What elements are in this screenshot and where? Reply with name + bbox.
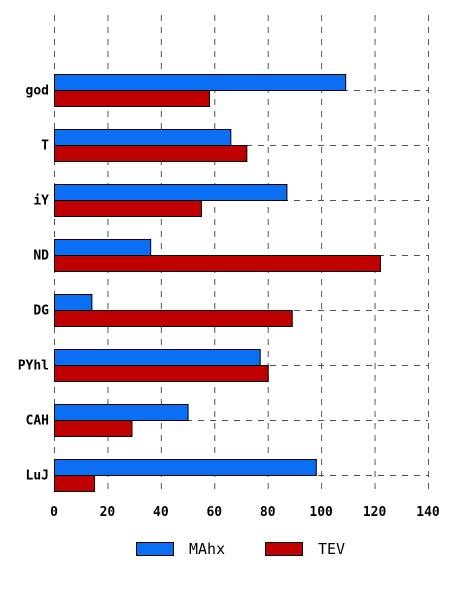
legend-label-MAhx: MAhx xyxy=(189,540,225,558)
bar-TEV-iY xyxy=(54,200,202,217)
y-tick-label: T xyxy=(41,139,49,154)
y-tick-label: CAH xyxy=(26,414,49,429)
bar-MAhx-CAH xyxy=(54,404,189,421)
x-tick-label: 100 xyxy=(309,505,333,520)
bar-TEV-ND xyxy=(54,255,381,272)
y-tick-label: ND xyxy=(33,249,49,264)
bar-MAhx-PYhl xyxy=(54,349,261,366)
bar-MAhx-LuJ xyxy=(54,459,317,476)
bar-TEV-PYhl xyxy=(54,365,269,382)
y-tick-label: DG xyxy=(33,304,49,319)
bar-TEV-god xyxy=(54,90,210,107)
x-tick-label: 60 xyxy=(206,505,222,520)
x-tick-label: 40 xyxy=(153,505,169,520)
x-tick-label: 140 xyxy=(416,505,440,520)
y-tick-label: god xyxy=(26,84,49,99)
x-tick-label: 80 xyxy=(260,505,276,520)
bar-MAhx-DG xyxy=(54,294,93,311)
bar-TEV-CAH xyxy=(54,420,133,437)
x-tick-label: 0 xyxy=(50,505,58,520)
bar-TEV-DG xyxy=(54,310,293,327)
legend-label-TEV: TEV xyxy=(318,540,345,558)
axes: god TiY ND DG PYhl CAH LuJ 0 20 40 60 80 100 120 140 xyxy=(18,84,440,521)
y-tick-label: iY xyxy=(33,194,49,209)
bars xyxy=(54,74,381,492)
bar-TEV-LuJ xyxy=(54,475,96,492)
x-tick-label: 20 xyxy=(100,505,116,520)
legend-swatch-MAhx xyxy=(136,542,174,556)
y-tick-label: PYhl xyxy=(18,359,49,374)
bar-MAhx-T xyxy=(54,129,232,146)
bar-MAhx-ND xyxy=(54,239,152,256)
bar-MAhx-iY xyxy=(54,184,288,201)
y-tick-label: LuJ xyxy=(26,469,49,484)
x-tick-label: 120 xyxy=(363,505,387,520)
bar-MAhx-god xyxy=(54,74,347,91)
legend-swatch-TEV xyxy=(265,542,303,556)
legend: MAhx TEV xyxy=(136,540,345,558)
bar-TEV-T xyxy=(54,145,248,162)
